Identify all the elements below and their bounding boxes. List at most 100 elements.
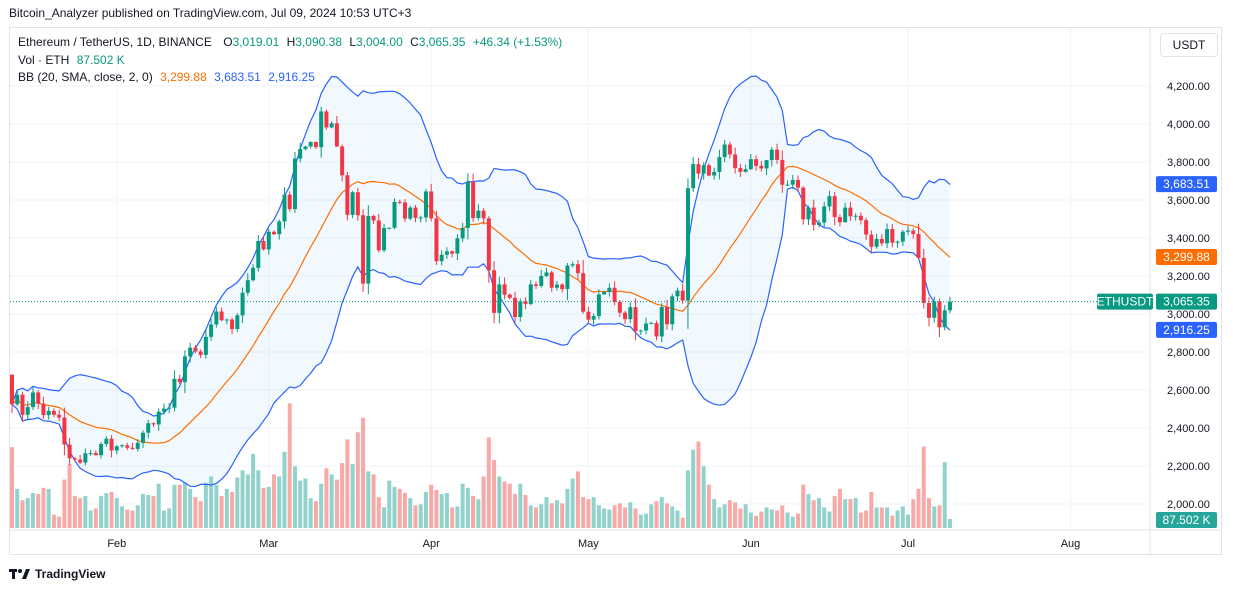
time-tick-label: Feb [107, 538, 126, 550]
currency-selector[interactable]: USDT [1160, 33, 1218, 57]
candle-body [916, 234, 921, 258]
volume-bar [125, 509, 130, 528]
volume-bar [906, 514, 911, 528]
candle-body [586, 311, 591, 320]
symbol-legend: Ethereum / TetherUS, 1D, BINANCE O3,019.… [18, 35, 566, 49]
candle-body [72, 458, 77, 460]
chart-frame[interactable] [9, 27, 1222, 555]
candle-body [869, 234, 874, 247]
price-tick-label: 4,200.00 [1167, 81, 1210, 93]
candle-body [413, 207, 418, 218]
candle-body [497, 284, 502, 313]
candle-body [811, 207, 816, 225]
volume-bar [256, 470, 261, 528]
volume-bar [617, 503, 622, 528]
volume-bar [313, 501, 318, 528]
volume-bar [780, 505, 785, 528]
close-value: 3,065.35 [418, 35, 466, 49]
volume-bar [382, 507, 387, 528]
candle-body [376, 220, 381, 251]
bb-label: BB (20, SMA, close, 2, 0) [18, 70, 153, 84]
volume-bar [916, 488, 921, 528]
price-tick-label: 2,400.00 [1167, 423, 1210, 435]
volume-bar [712, 499, 717, 528]
candle-body [387, 227, 392, 229]
volume-bar [890, 515, 895, 528]
volume-bar [816, 498, 821, 528]
candle-body [408, 207, 413, 219]
candle-body [203, 336, 208, 355]
candle-body [554, 284, 559, 288]
candle-body [921, 257, 926, 303]
volume-bar [403, 492, 407, 528]
volume-bar [146, 495, 151, 528]
time-tick-label: Jun [742, 538, 760, 550]
price-tick-label: 4,000.00 [1167, 119, 1210, 131]
volume-bar [308, 498, 313, 528]
candle-body [193, 347, 198, 352]
candle-body [796, 180, 800, 188]
candle-body [623, 312, 628, 320]
candle-body [230, 319, 235, 330]
candle-body [591, 316, 596, 320]
volume-bar [193, 497, 198, 528]
tradingview-logo[interactable]: TradingView [9, 567, 105, 581]
candle-body [156, 411, 161, 425]
candle-body [99, 443, 104, 456]
volume-bar [602, 508, 607, 528]
volume-bar [885, 507, 890, 528]
volume-bar [696, 441, 701, 528]
candle-body [932, 301, 937, 318]
volume-bar [67, 464, 72, 528]
candle-body [832, 196, 837, 218]
candle-body [177, 378, 182, 383]
candle-body [30, 392, 35, 408]
volume-bar [670, 506, 675, 528]
volume-bar [628, 502, 633, 528]
volume-bar [465, 487, 470, 528]
candle-body [188, 347, 193, 357]
candle-body [240, 292, 245, 316]
volume-bar [565, 488, 570, 528]
candle-body [51, 410, 56, 415]
volume-bar [513, 494, 518, 528]
candle-body [843, 207, 848, 223]
price-tick-label: 3,200.00 [1167, 271, 1210, 283]
volume-bar [895, 510, 900, 528]
volume-bar [387, 480, 392, 528]
volume-bar [675, 510, 680, 528]
candle-body [895, 241, 900, 243]
price-tick-label: 2,200.00 [1167, 461, 1210, 473]
publisher-caption: Bitcoin_Analyzer published on TradingVie… [9, 6, 412, 20]
candle-body [596, 294, 601, 317]
price-tick-label: 2,800.00 [1167, 347, 1210, 359]
volume-bar [41, 487, 46, 528]
volume-bar [586, 499, 591, 528]
volume-bar [25, 498, 30, 528]
bb-basis-tag-text: 3,299.88 [1163, 250, 1210, 264]
candle-body [319, 111, 324, 148]
volume-bar [444, 492, 449, 528]
volume-bar [900, 506, 905, 528]
candle-body [167, 407, 172, 409]
volume-bar [554, 500, 559, 528]
candle-body [198, 351, 203, 355]
volume-bar [822, 507, 827, 528]
candle-body [146, 423, 151, 433]
high-value: 3,090.38 [295, 35, 342, 49]
volume-bar [30, 492, 35, 528]
candle-body [62, 417, 67, 445]
candle-body [775, 149, 780, 160]
candle-body [864, 220, 869, 235]
candle-body [476, 210, 481, 219]
candle-body [460, 227, 465, 239]
volume-bar [476, 499, 481, 528]
candle-body [209, 324, 214, 337]
candle-body [486, 218, 491, 271]
volume-legend[interactable]: Vol · ETH 87.502 K [18, 53, 129, 67]
symbol-title[interactable]: Ethereum / TetherUS, 1D, BINANCE [18, 35, 212, 49]
volume-bar [927, 498, 931, 528]
last-price-tag-text: 3,065.35 [1163, 295, 1210, 309]
bb-legend[interactable]: BB (20, SMA, close, 2, 0) 3,299.88 3,683… [18, 70, 319, 84]
